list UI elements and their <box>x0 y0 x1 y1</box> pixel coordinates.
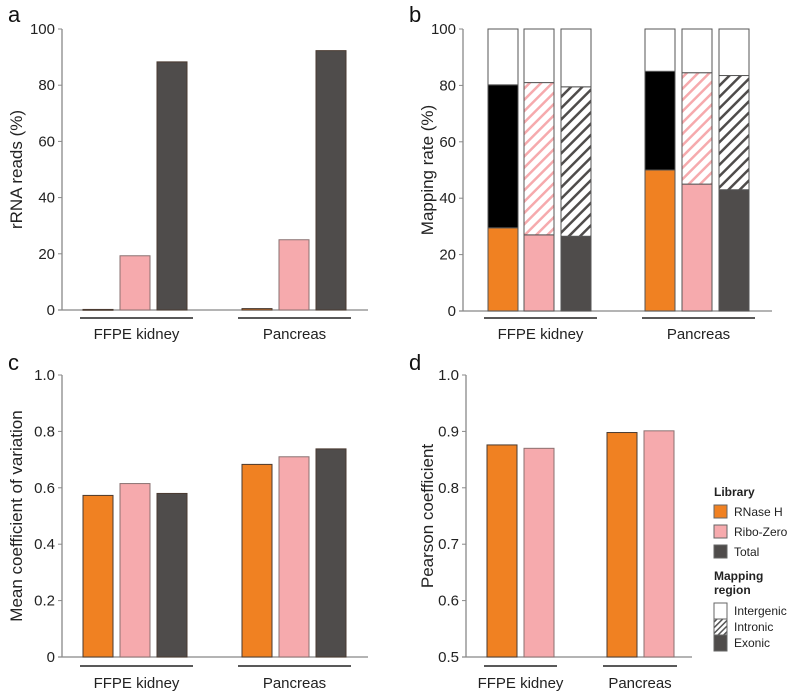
category-label: Pancreas <box>263 675 326 692</box>
bar <box>278 239 310 311</box>
legend-library-title: Library <box>714 485 755 499</box>
bar <box>241 463 273 658</box>
y-tick-label: 60 <box>439 134 456 151</box>
bar-intronic <box>718 75 750 191</box>
legend-item: Ribo-Zero <box>734 525 788 539</box>
y-tick-label: 0.8 <box>438 480 459 497</box>
y-tick-label: 40 <box>38 190 55 207</box>
bar <box>315 50 347 311</box>
panel-letter: c <box>8 350 19 375</box>
y-tick-label: 60 <box>38 133 55 150</box>
y-tick-label: 20 <box>38 246 55 263</box>
y-tick-label: 100 <box>431 21 456 38</box>
y-tick-label: 0.5 <box>438 649 459 666</box>
panel-b: b 0 20 40 60 80 100 Mapping rate (%) FFPE kidney… <box>409 2 772 343</box>
bar-intergenic <box>718 28 750 77</box>
y-tick-label: 100 <box>30 21 55 38</box>
y-axis-label: Mean coefficient of variation <box>7 410 26 621</box>
bar <box>82 494 114 658</box>
y-tick-label: 0.8 <box>34 423 55 440</box>
legend-swatch <box>713 524 728 539</box>
y-axis-label: Pearson coefficient <box>418 444 437 589</box>
bar-exonic <box>523 234 555 312</box>
bar <box>315 448 347 658</box>
bar-intergenic <box>523 28 555 84</box>
y-tick-label: 0.7 <box>438 536 459 553</box>
bar-intronic <box>644 70 676 171</box>
bar-intronic <box>487 84 519 229</box>
y-tick-label: 1.0 <box>438 367 459 384</box>
category-label: Pancreas <box>667 326 730 343</box>
y-tick-label: 0.4 <box>34 536 55 553</box>
bar <box>119 255 151 311</box>
legend-item: Intronic <box>734 620 773 634</box>
bar-intergenic <box>560 28 592 88</box>
bar-exonic <box>718 189 750 312</box>
bar-exonic <box>487 227 519 312</box>
bar-exonic <box>560 235 592 312</box>
category-label: FFPE kidney <box>94 675 180 692</box>
bar <box>156 61 188 311</box>
panel-c: c 0 0.2 0.4 0.6 0.8 1.0 Mean coefficient of var… <box>7 350 368 692</box>
y-tick-label: 0.6 <box>34 480 55 497</box>
bar-exonic <box>681 183 713 312</box>
bar <box>119 483 151 658</box>
category-label: Pancreas <box>608 675 671 692</box>
bar <box>606 432 638 658</box>
legend-swatch <box>713 544 728 559</box>
y-tick-label: 0 <box>47 649 55 666</box>
bar-intergenic <box>487 28 519 86</box>
panel-letter: a <box>8 2 21 27</box>
y-axis-label: Mapping rate (%) <box>418 105 437 235</box>
legend-region-title: region <box>714 583 751 597</box>
bar <box>523 447 555 658</box>
legend-swatch <box>713 504 728 519</box>
legend-swatch <box>713 602 728 620</box>
bar <box>486 444 518 658</box>
y-tick-label: 0 <box>47 302 55 319</box>
bar-intergenic <box>681 28 713 74</box>
panel-letter: b <box>409 2 421 27</box>
y-tick-label: 40 <box>439 190 456 207</box>
category-label: Pancreas <box>263 326 326 343</box>
legend-item: Exonic <box>734 636 770 650</box>
legend-swatch <box>713 634 728 652</box>
legend-item: Intergenic <box>734 604 787 618</box>
panel-d: d 0.5 0.6 0.7 0.8 0.9 1.0 Pearson coefficient FF… <box>409 350 692 692</box>
y-tick-label: 20 <box>439 247 456 264</box>
category-label: FFPE kidney <box>94 326 180 343</box>
category-label: FFPE kidney <box>498 326 584 343</box>
bar-intronic <box>681 72 713 185</box>
y-tick-label: 80 <box>38 77 55 94</box>
legend: Library RNase H Ribo-Zero Total Mappingregio… <box>713 485 788 652</box>
bar <box>82 308 114 311</box>
y-tick-label: 0 <box>448 303 456 320</box>
bar-intergenic <box>644 28 676 72</box>
legend-item: RNase H <box>734 505 783 519</box>
bar <box>643 430 675 658</box>
legend-swatch <box>713 618 728 636</box>
y-axis-label: rRNA reads (%) <box>7 110 26 229</box>
bar-exonic <box>644 169 676 312</box>
legend-item: Total <box>734 545 759 559</box>
category-label: FFPE kidney <box>478 675 564 692</box>
y-tick-label: 80 <box>439 77 456 94</box>
bar <box>278 456 310 658</box>
legend-region-title: Mapping <box>714 569 763 583</box>
bar-intronic <box>523 82 555 236</box>
bar <box>156 492 188 658</box>
panel-a: a 0 20 40 60 80 100 rRNA reads (%) FFPE kidney Pa… <box>7 2 368 343</box>
y-tick-label: 0.6 <box>438 593 459 610</box>
bar-intronic <box>560 86 592 237</box>
panel-letter: d <box>409 350 421 375</box>
bar <box>241 308 273 311</box>
y-tick-label: 0.2 <box>34 593 55 610</box>
y-tick-label: 0.9 <box>438 423 459 440</box>
y-tick-label: 1.0 <box>34 367 55 384</box>
